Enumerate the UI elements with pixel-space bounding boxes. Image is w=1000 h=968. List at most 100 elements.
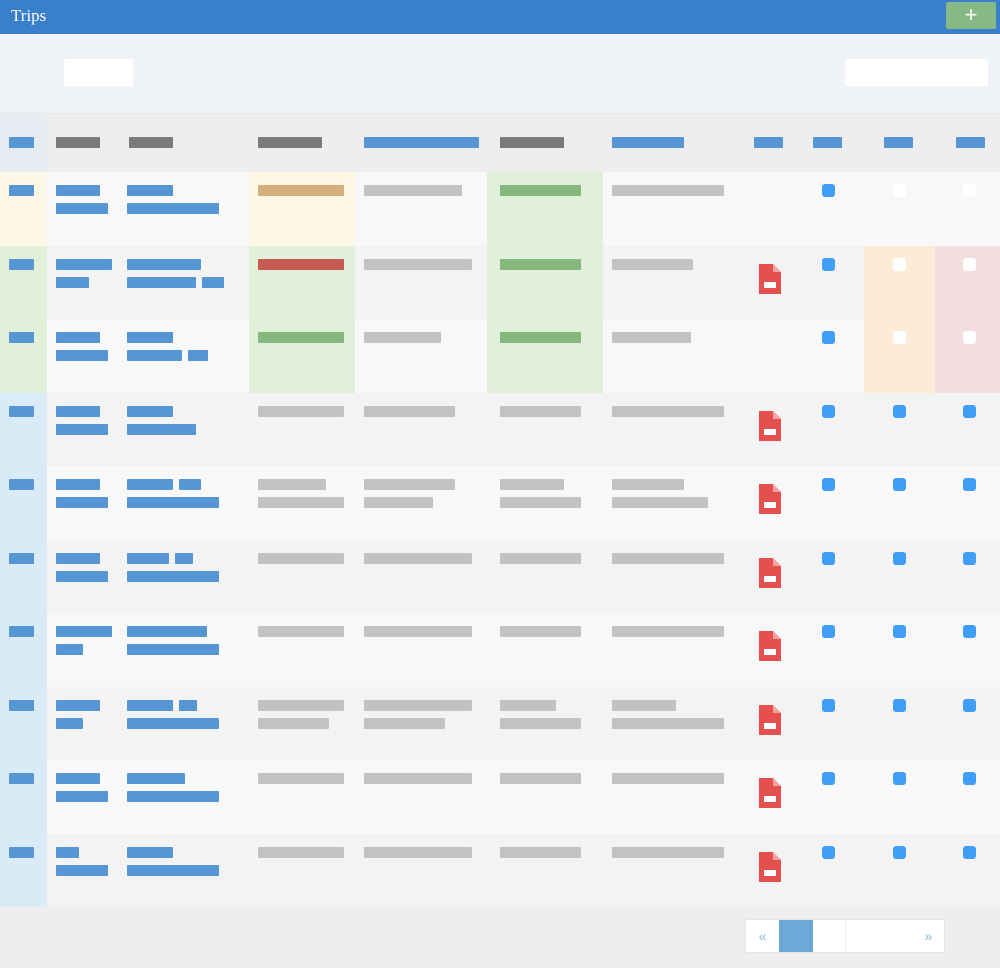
header-cell-number[interactable] — [47, 115, 122, 172]
cell-text-line — [500, 479, 564, 490]
checkbox-icon[interactable] — [963, 478, 976, 491]
name-cell[interactable] — [122, 613, 249, 687]
status-cell[interactable] — [0, 172, 47, 246]
header-cell-name[interactable] — [122, 115, 249, 172]
checkbox-icon[interactable] — [822, 257, 835, 271]
table-row[interactable] — [0, 833, 1000, 908]
add-trip-button[interactable]: + — [946, 2, 996, 29]
number-cell[interactable] — [47, 687, 122, 761]
status-cell[interactable] — [0, 466, 47, 540]
pdf-file-icon[interactable] — [759, 778, 781, 808]
name-cell[interactable] — [122, 393, 249, 467]
pagination-page-2[interactable] — [813, 920, 846, 952]
table-row[interactable] — [0, 392, 1000, 467]
table-row[interactable] — [0, 760, 1000, 834]
table-row[interactable] — [0, 686, 1000, 761]
checkbox-icon[interactable] — [822, 404, 835, 418]
checkbox-icon[interactable] — [822, 845, 835, 859]
checkbox-icon[interactable] — [822, 625, 835, 638]
header-cell-date[interactable] — [249, 115, 355, 172]
table-row[interactable] — [0, 245, 1000, 320]
checkbox-icon[interactable] — [963, 257, 976, 271]
checkbox-icon[interactable] — [822, 551, 835, 565]
checkbox-icon[interactable] — [893, 551, 906, 565]
name-cell[interactable] — [122, 466, 249, 540]
checkbox-icon[interactable] — [893, 772, 906, 785]
status-cell[interactable] — [0, 760, 47, 834]
pdf-file-icon[interactable] — [759, 410, 781, 441]
pagination-page-3[interactable] — [846, 920, 879, 952]
name-cell[interactable] — [122, 246, 249, 320]
table-row[interactable] — [0, 613, 1000, 687]
pagination-page-4[interactable] — [879, 920, 912, 952]
header-cell-flag-3[interactable] — [935, 115, 1000, 172]
table-row[interactable] — [0, 319, 1000, 393]
status-cell[interactable] — [0, 833, 47, 907]
checkbox-icon[interactable] — [963, 698, 976, 712]
status-cell[interactable] — [0, 613, 47, 687]
number-cell[interactable] — [47, 319, 122, 393]
name-cell[interactable] — [122, 834, 249, 908]
checkbox-icon[interactable] — [963, 551, 976, 565]
pagination-page-1[interactable] — [779, 920, 813, 952]
header-cell-destination[interactable] — [355, 115, 487, 172]
name-cell[interactable] — [122, 172, 249, 246]
filter-input[interactable] — [64, 59, 133, 86]
header-cell-document[interactable] — [741, 115, 803, 172]
checkbox-icon[interactable] — [822, 331, 835, 344]
pdf-file-icon[interactable] — [759, 263, 781, 294]
checkbox-icon[interactable] — [893, 257, 906, 271]
pdf-file-icon[interactable] — [759, 631, 781, 661]
pagination-prev-button[interactable]: « — [758, 928, 767, 944]
name-cell[interactable] — [122, 319, 249, 393]
checkbox-icon[interactable] — [963, 772, 976, 785]
table-row[interactable] — [0, 539, 1000, 614]
table-row[interactable] — [0, 466, 1000, 540]
pagination-next-button[interactable]: » — [924, 928, 933, 944]
number-cell[interactable] — [47, 172, 122, 246]
number-cell[interactable] — [47, 466, 122, 540]
checkbox-icon[interactable] — [963, 404, 976, 418]
number-cell[interactable] — [47, 246, 122, 320]
status-cell[interactable] — [0, 245, 47, 319]
checkbox-icon[interactable] — [893, 625, 906, 638]
name-cell[interactable] — [122, 760, 249, 834]
number-cell[interactable] — [47, 834, 122, 908]
pdf-file-icon[interactable] — [759, 557, 781, 588]
pdf-file-icon[interactable] — [759, 704, 781, 735]
checkbox-icon[interactable] — [822, 478, 835, 491]
name-cell[interactable] — [122, 540, 249, 614]
name-cell[interactable] — [122, 687, 249, 761]
header-cell-client[interactable] — [603, 115, 741, 172]
checkbox-icon[interactable] — [893, 331, 906, 344]
header-cell-flag-2[interactable] — [864, 115, 935, 172]
checkbox-icon[interactable] — [963, 845, 976, 859]
header-cell-check[interactable] — [487, 115, 603, 172]
checkbox-icon[interactable] — [893, 845, 906, 859]
search-input[interactable] — [845, 59, 988, 86]
status-cell[interactable] — [0, 319, 47, 393]
checkbox-icon[interactable] — [893, 698, 906, 712]
number-cell[interactable] — [47, 613, 122, 687]
number-cell[interactable] — [47, 393, 122, 467]
number-cell[interactable] — [47, 760, 122, 834]
checkbox-icon[interactable] — [893, 404, 906, 418]
header-cell-status[interactable] — [0, 115, 47, 172]
status-cell[interactable] — [0, 686, 47, 760]
table-row[interactable] — [0, 172, 1000, 246]
header-cell-flag-1[interactable] — [803, 115, 864, 172]
checkbox-icon[interactable] — [963, 184, 976, 197]
pdf-file-icon[interactable] — [759, 851, 781, 882]
checkbox-icon[interactable] — [963, 625, 976, 638]
checkbox-icon[interactable] — [822, 698, 835, 712]
pdf-file-icon[interactable] — [759, 484, 781, 514]
status-cell[interactable] — [0, 392, 47, 466]
checkbox-icon[interactable] — [893, 184, 906, 197]
number-cell[interactable] — [47, 540, 122, 614]
checkbox-icon[interactable] — [963, 331, 976, 344]
status-cell[interactable] — [0, 539, 47, 613]
checkbox-icon[interactable] — [822, 772, 835, 785]
cell-text-line — [500, 258, 581, 270]
checkbox-icon[interactable] — [893, 478, 906, 491]
checkbox-icon[interactable] — [822, 184, 835, 197]
